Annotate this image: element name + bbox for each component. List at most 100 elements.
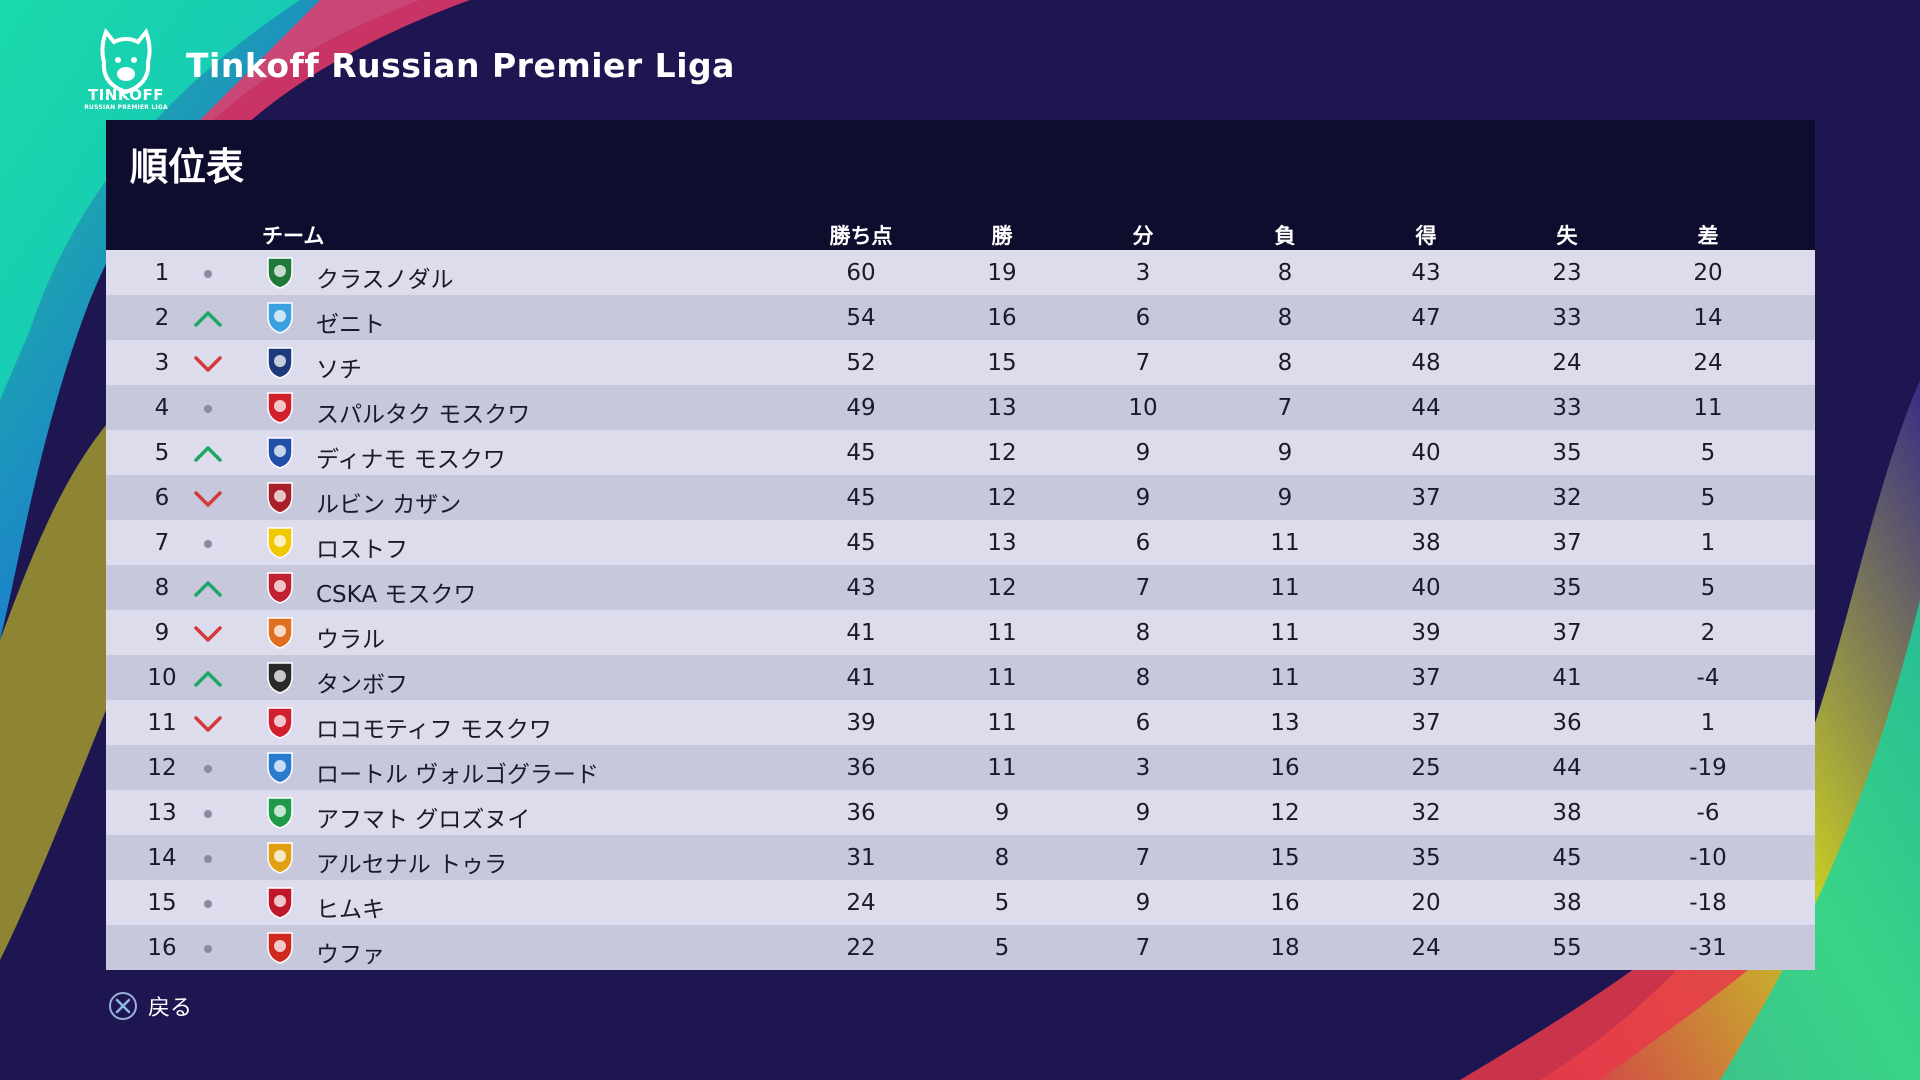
trend-same-icon (204, 900, 212, 908)
wins: 11 (987, 710, 1017, 736)
goals-for: 37 (1411, 665, 1441, 691)
goals-against: 37 (1552, 620, 1582, 646)
draws: 9 (1135, 800, 1151, 826)
rank: 8 (154, 575, 170, 601)
trend-down-icon (194, 491, 222, 507)
team-name: ソチ (316, 357, 362, 383)
page-title: 順位表 (130, 145, 245, 189)
zenit-crest-icon (267, 302, 293, 334)
logo-subtext: RUSSIAN PREMIER LIGA (84, 104, 168, 111)
team-name: アルセナル トゥラ (316, 852, 508, 878)
khimki-crest-icon (267, 887, 293, 919)
draws: 9 (1135, 485, 1151, 511)
wins: 5 (994, 935, 1010, 961)
header-goal-diff: 差 (1697, 224, 1719, 248)
trend-down-icon (194, 356, 222, 372)
league-title: Tinkoff Russian Premier Liga (186, 46, 735, 85)
team-name: ロコモティフ モスクワ (316, 717, 552, 743)
team-name: ロートル ヴォルゴグラード (316, 762, 599, 788)
trend-up-icon (194, 581, 222, 597)
table-header: チーム 勝ち点 勝 分 負 得 失 差 (106, 212, 1815, 250)
goals-for: 37 (1411, 485, 1441, 511)
goal-diff: -18 (1689, 890, 1727, 916)
goals-for: 39 (1411, 620, 1441, 646)
goal-diff: -31 (1689, 935, 1727, 961)
goal-diff: 5 (1700, 485, 1716, 511)
points: 52 (846, 350, 876, 376)
points: 22 (846, 935, 876, 961)
trend-same-icon (204, 810, 212, 818)
goal-diff: -4 (1696, 665, 1720, 691)
goal-diff: 24 (1693, 350, 1723, 376)
losses: 8 (1277, 260, 1293, 286)
team-name: CSKA モスクワ (316, 582, 477, 608)
losses: 7 (1277, 395, 1293, 421)
goals-against: 33 (1552, 305, 1582, 331)
goals-for: 47 (1411, 305, 1441, 331)
points: 45 (846, 440, 876, 466)
wins: 9 (994, 800, 1010, 826)
rank: 2 (154, 305, 170, 331)
rostov-crest-icon (267, 527, 293, 559)
goal-diff: -6 (1696, 800, 1720, 826)
goals-against: 33 (1552, 395, 1582, 421)
draws: 3 (1135, 755, 1151, 781)
draws: 8 (1135, 620, 1151, 646)
goals-against: 55 (1552, 935, 1582, 961)
trend-same-icon (204, 540, 212, 548)
draws: 6 (1135, 710, 1151, 736)
table-row: 1 クラスノダル 60 19 3 8 43 23 20 (106, 250, 1815, 295)
table-row: 3 ソチ 52 15 7 8 48 24 24 (106, 340, 1815, 385)
goals-for: 20 (1411, 890, 1441, 916)
rank: 1 (154, 260, 170, 286)
header-goals-against: 失 (1556, 224, 1578, 248)
table-row: 9 ウラル 41 11 8 11 39 37 2 (106, 610, 1815, 655)
trend-same-icon (204, 945, 212, 953)
wins: 13 (987, 395, 1017, 421)
rank: 16 (147, 935, 177, 961)
points: 45 (846, 530, 876, 556)
losses: 13 (1270, 710, 1300, 736)
spartak-crest-icon (267, 392, 293, 424)
krasnodar-crest-icon (267, 257, 293, 289)
goals-against: 35 (1552, 440, 1582, 466)
back-button[interactable]: 戻る (108, 990, 192, 1022)
team-name: ウファ (316, 942, 385, 968)
rank: 6 (154, 485, 170, 511)
goals-against: 44 (1552, 755, 1582, 781)
rotor-crest-icon (267, 752, 293, 784)
losses: 15 (1270, 845, 1300, 871)
rank: 13 (147, 800, 177, 826)
goal-diff: 5 (1700, 575, 1716, 601)
table-row: 12 ロートル ヴォルゴグラード 36 11 3 16 25 44 -19 (106, 745, 1815, 790)
points: 36 (846, 755, 876, 781)
table-row: 4 スパルタク モスクワ 49 13 10 7 44 33 11 (106, 385, 1815, 430)
goals-for: 44 (1411, 395, 1441, 421)
rank: 3 (154, 350, 170, 376)
wins: 12 (987, 440, 1017, 466)
rank: 9 (154, 620, 170, 646)
header-losses: 負 (1274, 224, 1296, 248)
dinamo-crest-icon (267, 437, 293, 469)
points: 60 (846, 260, 876, 286)
wins: 11 (987, 665, 1017, 691)
rank: 10 (147, 665, 177, 691)
goal-diff: 11 (1693, 395, 1723, 421)
wins: 8 (994, 845, 1010, 871)
wins: 15 (987, 350, 1017, 376)
draws: 7 (1135, 935, 1151, 961)
akhmat-crest-icon (267, 797, 293, 829)
team-name: ルビン カザン (316, 492, 462, 518)
losses: 11 (1270, 530, 1300, 556)
trend-same-icon (204, 855, 212, 863)
rank: 15 (147, 890, 177, 916)
rank: 4 (154, 395, 170, 421)
trend-up-icon (194, 446, 222, 462)
back-label: 戻る (148, 996, 193, 1021)
tambov-crest-icon (267, 662, 293, 694)
goal-diff: 14 (1693, 305, 1723, 331)
draws: 7 (1135, 350, 1151, 376)
team-name: スパルタク モスクワ (316, 402, 531, 428)
goals-against: 35 (1552, 575, 1582, 601)
goals-for: 32 (1411, 800, 1441, 826)
